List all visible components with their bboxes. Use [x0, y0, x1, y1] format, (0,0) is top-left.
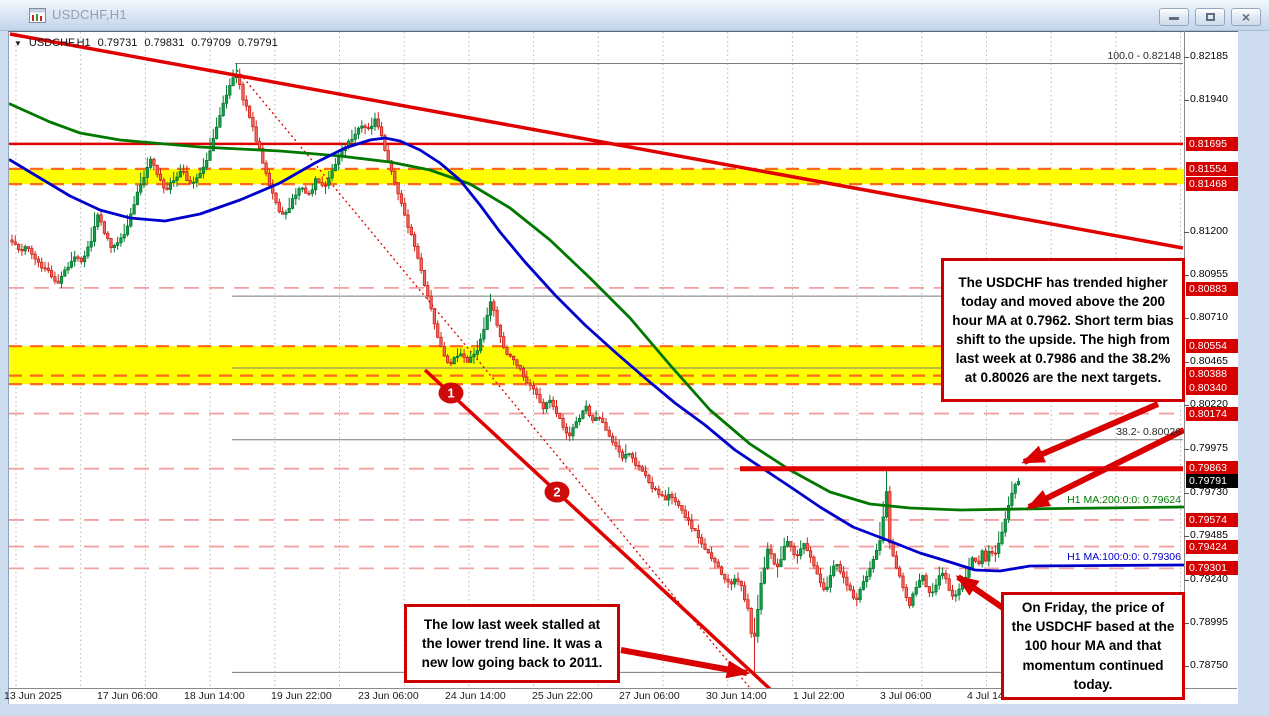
price-axis-chip: 0.79301 [1186, 561, 1238, 575]
price-axis-tick [1184, 318, 1189, 319]
highlight-band [9, 168, 1184, 185]
price-axis-tick [1184, 623, 1189, 624]
time-axis-label: 1 Jul 22:00 [793, 690, 845, 702]
price-axis-label: 0.79485 [1190, 529, 1228, 541]
time-axis-label: 30 Jun 14:00 [706, 690, 767, 702]
symbol-dropdown-icon[interactable]: ▼ [14, 39, 22, 48]
time-axis-label: 3 Jul 06:00 [880, 690, 932, 702]
time-axis-label: 13 Jun 2025 [4, 690, 62, 702]
annotation-arrow [620, 647, 750, 679]
price-axis-tick [1184, 362, 1189, 363]
annotation-text: The USDCHF has trended higher today and … [952, 274, 1174, 386]
candlestick-series [10, 63, 1021, 673]
annotation-text: On Friday, the price of the USDCHF based… [1011, 600, 1175, 692]
price-axis-label: 0.82185 [1190, 50, 1228, 62]
moving-average-line [9, 102, 1184, 512]
price-axis-chip: 0.81695 [1186, 137, 1238, 151]
time-axis-label: 24 Jun 14:00 [445, 690, 506, 702]
minimize-button[interactable] [1159, 8, 1189, 26]
maximize-icon [1205, 13, 1215, 21]
header-high: 0.79831 [144, 37, 185, 49]
price-axis-chip: 0.80554 [1186, 339, 1238, 353]
time-axis-label: 25 Jun 22:00 [532, 690, 593, 702]
price-axis-label: 0.79975 [1190, 442, 1228, 454]
price-axis-chip: 0.79791 [1186, 474, 1238, 488]
numbered-marker: 2 [544, 481, 570, 503]
price-axis-chip: 0.80174 [1186, 407, 1238, 421]
price-axis-label: 0.80955 [1190, 268, 1228, 280]
price-axis-chip: 0.80883 [1186, 282, 1238, 296]
price-axis-label: 0.79240 [1190, 573, 1228, 585]
header-close: 0.79791 [237, 37, 278, 49]
ma-label: H1 MA:100:0:0: 0.79306 [1067, 551, 1181, 563]
price-axis-tick [1184, 449, 1189, 450]
price-axis-chip: 0.81468 [1186, 177, 1238, 191]
time-axis-label: 23 Jun 06:00 [358, 690, 419, 702]
price-axis-chip: 0.79424 [1186, 540, 1238, 554]
price-axis-chip: 0.79863 [1186, 461, 1238, 475]
header-open: 0.79731 [97, 37, 138, 49]
trendline [423, 368, 772, 688]
header-symbol: USDCHF,H1 [28, 37, 91, 49]
price-axis-tick [1184, 666, 1189, 667]
header-low: 0.79709 [191, 37, 231, 49]
time-axis-separator [8, 688, 1237, 689]
price-axis-tick [1184, 232, 1189, 233]
price-axis-tick [1184, 405, 1189, 406]
time-axis-label: 17 Jun 06:00 [97, 690, 158, 702]
time-axis-label: 27 Jun 06:00 [619, 690, 680, 702]
moving-average-line [9, 136, 1184, 573]
price-axis-label: 0.81200 [1190, 225, 1228, 237]
close-icon: × [1241, 9, 1251, 25]
price-axis-tick [1184, 536, 1189, 537]
minimize-icon [1169, 17, 1179, 20]
maximize-button[interactable] [1195, 8, 1225, 26]
price-axis-tick [1184, 580, 1189, 581]
annotation-arrow [1021, 401, 1160, 465]
annotation-arrow [955, 574, 1008, 613]
numbered-marker: 1 [438, 382, 464, 404]
annotation-text: The low last week stalled at the lower t… [421, 616, 603, 671]
ma-label: H1 MA:200:0:0: 0.79624 [1067, 494, 1181, 506]
price-axis-chip: 0.80388 [1186, 367, 1238, 381]
price-axis-chip: 0.79574 [1186, 513, 1238, 527]
price-axis-chip: 0.81554 [1186, 162, 1238, 176]
trendline-dotted [236, 69, 751, 688]
price-axis-chip: 0.80340 [1186, 381, 1238, 395]
price-axis-tick [1184, 493, 1189, 494]
price-axis-label: 0.79730 [1190, 486, 1228, 498]
chart-window-icon [29, 8, 46, 23]
price-axis-label: 0.81940 [1190, 93, 1228, 105]
price-axis-label: 0.80465 [1190, 355, 1228, 367]
svg-text:1: 1 [447, 386, 454, 401]
annotation-box-top-right: The USDCHF has trended higher today and … [941, 258, 1185, 402]
price-axis-label: 0.78995 [1190, 616, 1228, 628]
annotation-arrow [1026, 427, 1184, 510]
chart-header: ▼ USDCHF,H1 0.79731 0.79831 0.79709 0.79791 [14, 37, 285, 49]
close-button[interactable]: × [1231, 8, 1261, 26]
title-bar[interactable]: USDCHF,H1 × [0, 0, 1269, 31]
fib-level-label: 38.2- 0.80026 [1116, 426, 1181, 438]
annotation-box-bottom-left: The low last week stalled at the lower t… [404, 604, 620, 683]
window-title: USDCHF,H1 [52, 7, 127, 22]
time-axis-label: 18 Jun 14:00 [184, 690, 245, 702]
trendline [9, 32, 1184, 250]
price-axis-tick [1184, 275, 1189, 276]
time-axis-label: 19 Jun 22:00 [271, 690, 332, 702]
price-axis-tick [1184, 57, 1189, 58]
svg-text:2: 2 [553, 485, 560, 500]
annotation-box-bottom-right: On Friday, the price of the USDCHF based… [1001, 592, 1185, 700]
price-axis-tick [1184, 100, 1189, 101]
price-axis-label: 0.80710 [1190, 311, 1228, 323]
price-axis-label: 0.78750 [1190, 659, 1228, 671]
fib-level-label: 100.0 - 0.82148 [1107, 50, 1181, 62]
